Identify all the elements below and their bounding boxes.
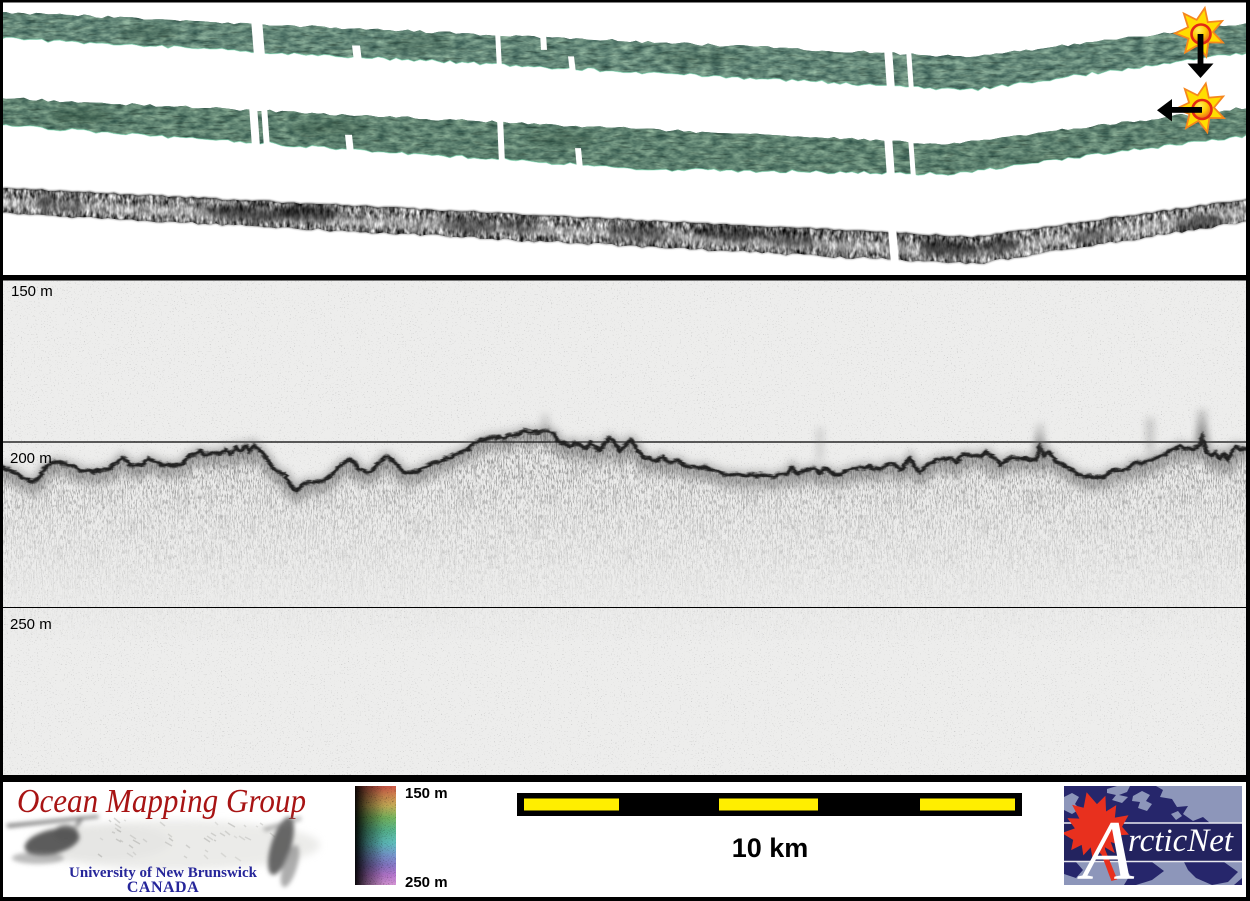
svg-text:A: A xyxy=(1077,804,1135,898)
svg-text:150 m: 150 m xyxy=(405,785,448,802)
svg-text:10 km: 10 km xyxy=(732,833,809,863)
svg-text:University of New Brunswick: University of New Brunswick xyxy=(69,865,258,881)
svg-text:CANADA: CANADA xyxy=(127,879,199,896)
svg-text:250 m: 250 m xyxy=(405,874,448,891)
svg-text:Ocean Mapping Group: Ocean Mapping Group xyxy=(17,783,306,820)
svg-text:200 m: 200 m xyxy=(10,450,52,467)
svg-text:150 m: 150 m xyxy=(11,283,53,300)
svg-text:rcticNet: rcticNet xyxy=(1128,823,1234,859)
svg-text:250 m: 250 m xyxy=(10,616,52,633)
